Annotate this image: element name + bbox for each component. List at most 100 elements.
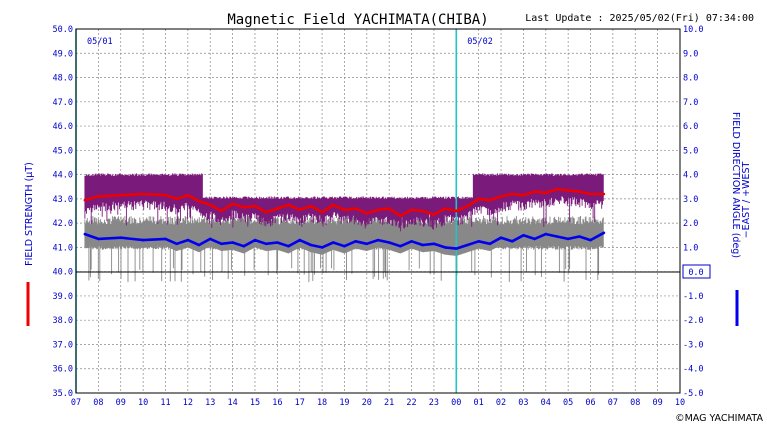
strength-series-line-point — [320, 210, 324, 214]
angle-series-line-point — [186, 238, 190, 242]
right-tick-label: -4.0 — [683, 365, 703, 375]
x-axis-ticks: 07 08 09 10 11 12 13 14 15 16 17 18 19 20 21 22 23 00 01 02… — [71, 398, 685, 408]
left-tick-label: 41.0 — [53, 243, 73, 253]
x-tick-label: 10 — [675, 398, 685, 408]
right-tick-label: 2.0 — [683, 219, 698, 229]
x-tick-label: 06 — [585, 398, 595, 408]
left-tick-label: 38.0 — [53, 316, 73, 326]
x-tick-label: 09 — [653, 398, 663, 408]
strength-series-line-point — [488, 198, 492, 202]
angle-series-line-point — [220, 242, 223, 246]
left-tick-label: 43.0 — [53, 195, 73, 205]
right-tick-label: 7.0 — [683, 98, 698, 108]
angle-series-line-point — [309, 243, 313, 247]
strength-series-line-point — [578, 190, 581, 193]
strength-series-line-point — [253, 204, 257, 208]
right-axis-label: FIELD DIRECTION ANGLE (deg) — [730, 112, 741, 258]
x-tick-label: 03 — [518, 398, 528, 408]
angle-series-line — [84, 231, 605, 250]
angle-series-line-point — [276, 241, 279, 244]
angle-series-line-point — [488, 242, 492, 246]
strength-series-line-point — [208, 203, 212, 207]
right-tick-label: 5.0 — [683, 146, 698, 156]
x-tick-label: 20 — [362, 398, 372, 408]
strength-series-line-point — [197, 200, 201, 203]
right-axis-label-direction: −EAST / +WEST — [741, 161, 752, 238]
x-tick-label: 17 — [295, 398, 305, 408]
zero-box-label: 0.0 — [688, 268, 703, 278]
strength-series-line-point — [522, 193, 525, 197]
right-tick-label: 4.0 — [683, 171, 698, 181]
x-tick-label: 08 — [93, 398, 103, 408]
left-tick-label: 39.0 — [53, 292, 73, 302]
strength-series-line-point — [421, 209, 425, 213]
strength-series-line-point — [555, 187, 559, 191]
left-tick-label: 37.0 — [53, 340, 73, 350]
left-tick-label: 46.0 — [53, 122, 73, 132]
strength-series-line-point — [533, 190, 536, 193]
day-labels: 05/01 05/02 — [87, 37, 493, 47]
x-tick-label: 21 — [384, 398, 394, 408]
strength-series-line-point — [97, 195, 100, 198]
angle-series-line-point — [208, 237, 212, 241]
strength-series-line-point — [276, 207, 279, 210]
x-tick-label: 19 — [339, 398, 349, 408]
strength-series-line-point — [602, 192, 606, 196]
left-tick-label: 35.0 — [53, 389, 73, 399]
strength-series-line-point — [242, 206, 246, 209]
right-tick-label: -1.0 — [683, 292, 703, 302]
left-tick-label: 42.0 — [53, 219, 73, 229]
right-tick-label: 6.0 — [683, 122, 698, 132]
x-tick-label: 01 — [474, 398, 484, 408]
x-tick-label: 10 — [138, 398, 148, 408]
right-tick-label: 9.0 — [683, 49, 698, 59]
x-tick-label: 02 — [496, 398, 506, 408]
angle-series-line-point — [298, 238, 302, 242]
angle-series-line-point — [443, 246, 447, 249]
right-tick-label: 1.0 — [683, 243, 698, 253]
angle-series-line-point — [421, 243, 425, 247]
angle-series-line-point — [354, 240, 357, 243]
left-tick-label: 40.0 — [53, 268, 73, 278]
angle-series-line-point — [544, 232, 548, 236]
strength-series-line-point — [119, 193, 122, 197]
day-label: 05/01 — [87, 37, 113, 47]
angle-series-line-point — [477, 240, 481, 243]
left-axis-ticks: 35.0 36.0 37.0 38.0 39.0 40.0 41.0 42.0 43.0 44.0… — [53, 25, 73, 399]
angle-series-line-point — [97, 237, 100, 241]
angle-series-line-point — [566, 237, 570, 241]
x-tick-label: 05 — [563, 398, 573, 408]
strength-series-line-point — [264, 210, 268, 214]
angle-series-line-point — [499, 236, 503, 239]
angle-series-line-point — [510, 240, 514, 243]
x-tick-label: 07 — [71, 398, 81, 408]
right-tick-label: -5.0 — [683, 389, 703, 399]
right-tick-label: -2.0 — [683, 316, 703, 326]
angle-series-line-point — [578, 235, 581, 238]
x-tick-label: 09 — [116, 398, 126, 408]
strength-series-line-point — [376, 208, 380, 212]
angle-series-line-point — [432, 242, 436, 246]
angle-series-line-point — [387, 241, 391, 244]
left-tick-label: 49.0 — [53, 49, 73, 59]
strength-series-line-point — [354, 207, 357, 210]
angle-series-line-point — [533, 237, 536, 241]
angle-series-line-point — [399, 244, 402, 248]
plot-frame — [75, 28, 681, 394]
x-tick-label: 08 — [630, 398, 640, 408]
right-tick-label: 8.0 — [683, 74, 698, 84]
right-axis-ticks: -5.0 -4.0 -3.0 -2.0 -1.0 0.0 1.0 2.0 3.0 4.0 5.0 6.… — [683, 25, 703, 399]
angle-series-line-point — [141, 238, 145, 242]
zero-box: 0.0 — [682, 264, 711, 279]
angle-series-line-point — [455, 247, 458, 250]
angle-series-line-point — [602, 231, 606, 235]
right-tick-label: -3.0 — [683, 340, 703, 350]
left-axis-label: FIELD STRENGTH (μT) — [24, 162, 35, 266]
angle-series-line-point — [365, 242, 369, 246]
angle-series-line-point — [83, 232, 87, 236]
angle-series-line-point — [175, 242, 178, 246]
angle-series-line-point — [253, 238, 257, 242]
angle-series-line-point — [320, 246, 324, 249]
x-tick-label: 14 — [227, 398, 237, 408]
